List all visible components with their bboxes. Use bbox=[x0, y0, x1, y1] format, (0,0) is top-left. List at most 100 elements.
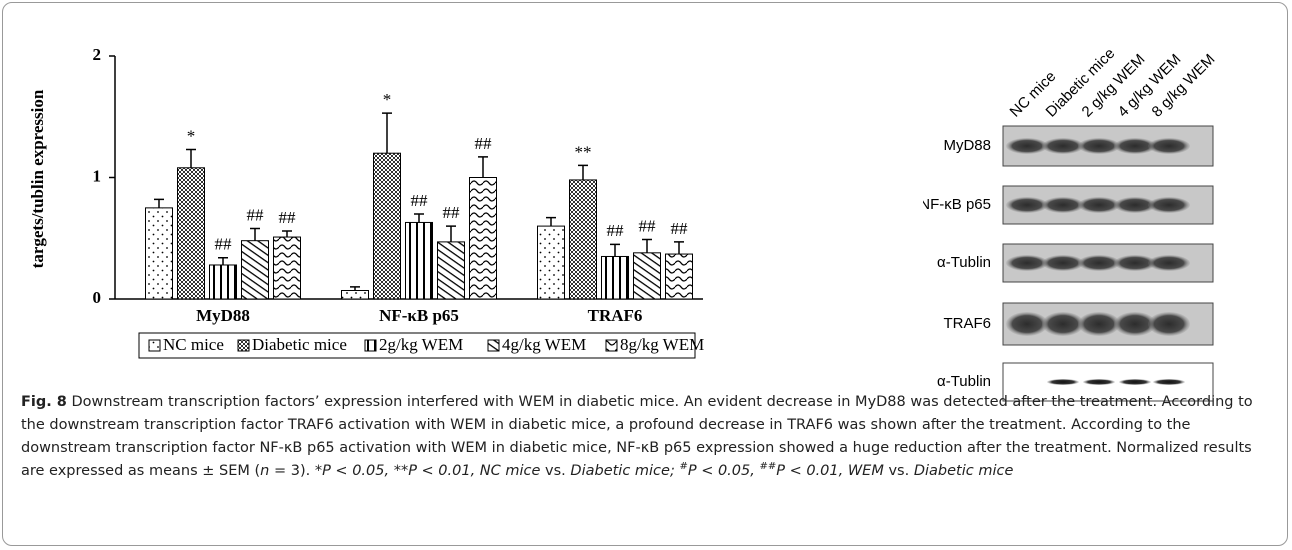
bar-chart: targets/tublin expression 0 1 2 MyD88 * ## ## #… bbox=[28, 45, 704, 359]
caption-text: Diabetic mice bbox=[913, 463, 1014, 479]
error-bar bbox=[610, 243, 620, 257]
blot-band bbox=[1078, 312, 1120, 336]
significance-label: ## bbox=[607, 221, 625, 240]
error-bar bbox=[186, 148, 196, 168]
caption-text: = 3). bbox=[269, 463, 315, 479]
legend-swatch bbox=[237, 339, 250, 352]
caption-text: # bbox=[679, 461, 688, 473]
legend-label: Diabetic mice bbox=[252, 335, 347, 354]
legend bbox=[138, 332, 696, 359]
blot-band bbox=[1153, 379, 1185, 385]
significance-label: * bbox=[383, 90, 392, 109]
blot-band bbox=[1114, 138, 1156, 154]
bar bbox=[177, 167, 205, 300]
row-label: TRAF6 bbox=[943, 315, 991, 332]
blot-band bbox=[1114, 255, 1156, 271]
caption-text: Downstream transcription factors’ expres… bbox=[21, 394, 1253, 479]
caption-label: Fig. 8 bbox=[21, 394, 67, 410]
blot-band bbox=[1042, 138, 1084, 154]
bar bbox=[145, 207, 173, 300]
caption-text: P < 0.05, bbox=[687, 463, 760, 479]
blot-band bbox=[1047, 379, 1079, 385]
error-bar bbox=[350, 286, 360, 291]
blot-band bbox=[1148, 255, 1190, 271]
error-bar bbox=[154, 198, 164, 208]
blot-band bbox=[1148, 138, 1190, 154]
caption-text: n bbox=[260, 463, 270, 479]
error-bar bbox=[642, 238, 652, 253]
blot-band bbox=[1114, 312, 1156, 336]
bar bbox=[373, 152, 401, 300]
legend-label: 4g/kg WEM bbox=[502, 335, 586, 354]
blot-band bbox=[1042, 255, 1084, 271]
error-bar bbox=[578, 164, 588, 180]
blot-band bbox=[1078, 255, 1120, 271]
error-bar bbox=[414, 213, 424, 223]
significance-label: ## bbox=[475, 134, 493, 153]
significance-label: ## bbox=[443, 203, 461, 222]
bar bbox=[569, 179, 597, 300]
blot-band bbox=[1006, 312, 1048, 336]
blot-band bbox=[1006, 197, 1048, 213]
blot-band bbox=[1006, 255, 1048, 271]
legend-swatch bbox=[364, 339, 377, 352]
row-label: α-Tublin bbox=[937, 254, 991, 271]
blot-band bbox=[1114, 197, 1156, 213]
bar bbox=[341, 289, 369, 300]
y-tick-label: 2 bbox=[93, 45, 102, 64]
blot-band bbox=[1083, 379, 1115, 385]
caption-text: ## bbox=[759, 461, 777, 473]
caption-text: vs. bbox=[540, 463, 571, 479]
blot-band bbox=[1042, 197, 1084, 213]
legend-swatch bbox=[148, 339, 161, 352]
caption-text: vs. bbox=[883, 463, 914, 479]
legend-swatch bbox=[487, 339, 500, 352]
figure-caption: Fig. 8 Downstream transcription factors’… bbox=[21, 391, 1276, 483]
significance-label: ## bbox=[279, 208, 297, 227]
y-axis-label: targets/tublin expression bbox=[28, 89, 47, 268]
significance-label: ## bbox=[639, 216, 657, 235]
blot-band bbox=[1148, 197, 1190, 213]
bar bbox=[273, 236, 301, 300]
blot-band bbox=[1078, 197, 1120, 213]
blot-band bbox=[1078, 138, 1120, 154]
significance-label: ** bbox=[575, 142, 592, 161]
error-bar bbox=[478, 156, 488, 178]
x-tick-label: TRAF6 bbox=[588, 306, 643, 325]
row-label: α-Tublin bbox=[937, 373, 991, 390]
legend-label: 8g/kg WEM bbox=[620, 335, 704, 354]
row-label: NF-κB p65 bbox=[923, 196, 991, 213]
legend-label: NC mice bbox=[163, 335, 224, 354]
error-bar bbox=[382, 112, 392, 154]
blot-band bbox=[1148, 312, 1190, 336]
bar bbox=[601, 255, 629, 300]
bar bbox=[209, 264, 237, 300]
legend-label: 2g/kg WEM bbox=[379, 335, 463, 354]
bar bbox=[665, 253, 693, 300]
legend-swatch bbox=[605, 339, 618, 352]
error-bar bbox=[674, 241, 684, 255]
bar bbox=[469, 177, 497, 300]
x-tick-label: MyD88 bbox=[196, 306, 250, 325]
significance-label: ## bbox=[411, 191, 429, 210]
blot-band bbox=[1042, 312, 1084, 336]
bar bbox=[633, 252, 661, 300]
y-tick-label: 0 bbox=[93, 288, 102, 307]
y-tick-label: 1 bbox=[93, 166, 102, 185]
significance-label: ## bbox=[215, 235, 233, 254]
caption-text: Diabetic mice; bbox=[570, 463, 680, 479]
error-bar bbox=[446, 225, 456, 242]
error-bar bbox=[282, 230, 292, 238]
bar bbox=[537, 225, 565, 300]
bar bbox=[437, 241, 465, 300]
significance-label: ## bbox=[247, 205, 265, 224]
error-bar bbox=[546, 216, 556, 227]
x-tick-label: NF-κB p65 bbox=[379, 306, 459, 325]
blot-band bbox=[1119, 379, 1151, 385]
caption-text: P < 0.01, WEM bbox=[776, 463, 884, 479]
bar bbox=[241, 240, 269, 300]
blot-band bbox=[1006, 138, 1048, 154]
bar bbox=[405, 221, 433, 300]
significance-label: * bbox=[187, 126, 196, 145]
significance-label: ## bbox=[671, 219, 689, 238]
